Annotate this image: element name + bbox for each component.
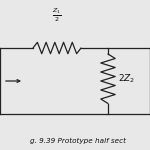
Text: $2Z_2$: $2Z_2$ xyxy=(118,72,136,85)
Text: g. 9.39 Prototype half sect: g. 9.39 Prototype half sect xyxy=(30,138,126,144)
Text: $\frac{Z_1}{2}$: $\frac{Z_1}{2}$ xyxy=(52,6,62,24)
